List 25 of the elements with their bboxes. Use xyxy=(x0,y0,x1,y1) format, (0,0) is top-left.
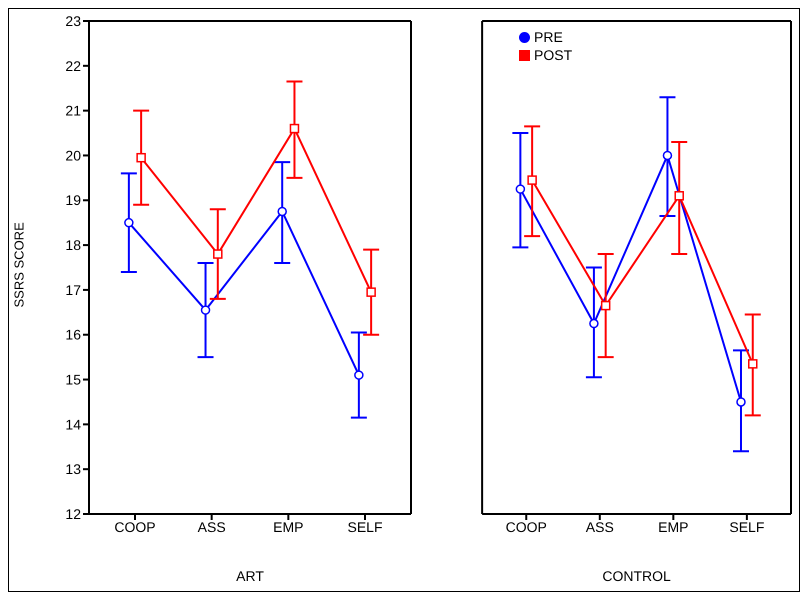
y-tick-label: 22 xyxy=(65,58,82,74)
legend-label: PRE xyxy=(534,29,563,45)
x-tick-label: EMP xyxy=(273,518,304,535)
x-tick-label: EMP xyxy=(658,518,689,535)
y-tick-label: 14 xyxy=(65,416,82,432)
x-tick-label: COOP xyxy=(114,518,156,535)
x-tick-label: SELF xyxy=(347,518,383,535)
y-axis-title: SSRS SCORE xyxy=(12,222,27,308)
y-tick-label: 18 xyxy=(65,237,82,254)
y-tick-label: 20 xyxy=(65,147,82,164)
x-tick-label: SELF xyxy=(729,518,764,535)
y-tick-label: 15 xyxy=(65,372,82,388)
x-tick-label: ASS xyxy=(586,518,614,535)
x-axis-title: ART xyxy=(236,568,264,584)
x-tick-label: COOP xyxy=(506,518,547,535)
legend-label: POST xyxy=(534,47,572,63)
y-tick-label: 23 xyxy=(65,12,82,29)
y-tick-label: 19 xyxy=(65,192,82,208)
x-axis-title: CONTROL xyxy=(602,568,671,584)
y-tick-label: 17 xyxy=(65,282,82,298)
x-tick-label: ASS xyxy=(198,518,226,535)
y-tick-label: 16 xyxy=(65,326,82,343)
y-tick-label: 12 xyxy=(65,506,82,522)
y-tick-label: 21 xyxy=(65,102,82,119)
y-tick-label: 13 xyxy=(65,461,82,478)
